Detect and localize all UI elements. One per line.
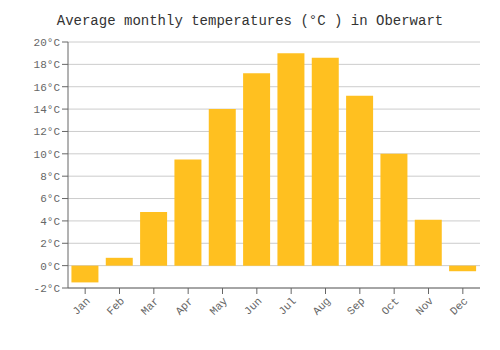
svg-text:Apr: Apr [173, 295, 195, 317]
svg-text:12°C: 12°C [34, 126, 61, 138]
svg-text:Jan: Jan [70, 295, 92, 317]
svg-text:Jun: Jun [242, 295, 264, 317]
svg-text:Nov: Nov [414, 295, 437, 318]
svg-text:Sep: Sep [345, 295, 367, 317]
svg-text:14°C: 14°C [34, 104, 61, 116]
svg-text:18°C: 18°C [34, 59, 61, 71]
svg-text:6°C: 6°C [40, 193, 60, 205]
html-text:Average monthly temperatures (: Average monthly temperatures (°C ) in Ob… [56, 13, 444, 29]
svg-text:2°C: 2°C [40, 238, 60, 250]
svg-text:0°C: 0°C [40, 261, 60, 273]
svg-text:Aug: Aug [311, 295, 333, 317]
svg-text:10°C: 10°C [34, 149, 61, 161]
svg-text:Oct: Oct [379, 295, 401, 317]
svg-text:20°C: 20°C [34, 37, 61, 49]
svg-text:May: May [208, 295, 231, 318]
svg-text:4°C: 4°C [40, 216, 60, 228]
svg-text:Mar: Mar [139, 295, 161, 317]
svg-text:Dec: Dec [448, 295, 470, 317]
svg-text:-2°C: -2°C [34, 283, 61, 295]
svg-text:Jul: Jul [276, 295, 298, 317]
svg-text:Feb: Feb [105, 295, 127, 317]
svg-text:8°C: 8°C [40, 171, 60, 183]
svg-text:16°C: 16°C [34, 82, 61, 94]
